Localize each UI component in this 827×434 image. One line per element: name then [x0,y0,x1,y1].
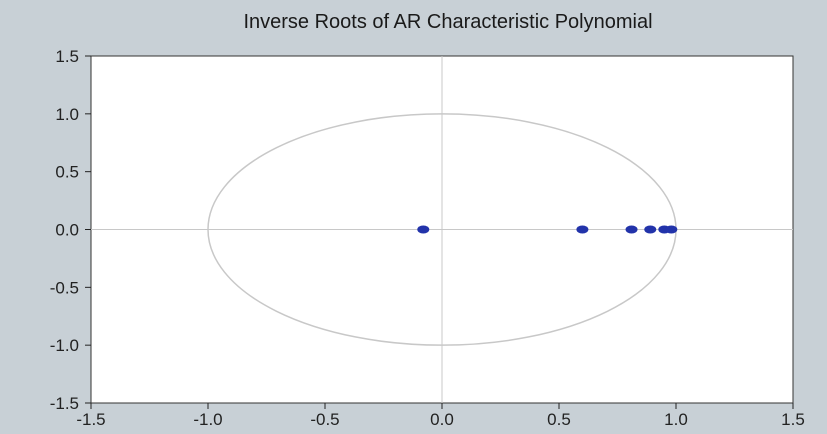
x-tick-label-1: -1.0 [193,410,222,429]
y-tick-label-6: -1.5 [50,394,79,413]
root-point-3 [644,225,657,234]
x-tick-label-5: 1.0 [664,410,688,429]
root-point-5 [665,225,678,234]
y-tick-label-2: 0.5 [55,163,79,182]
root-point-1 [576,225,589,234]
axis-layer: -1.5 -1.0 -0.5 0.0 0.5 1.0 1.5 1.5 1.0 0.5 0.0 -0.5… [50,47,805,429]
y-tick-label-3: 0.0 [55,221,79,240]
x-tick-label-4: 0.5 [547,410,571,429]
x-tick-label-6: 1.5 [781,410,805,429]
root-point-0 [417,225,430,234]
x-tick-label-3: 0.0 [430,410,454,429]
x-tick-label-0: -1.5 [76,410,105,429]
root-point-2 [625,225,638,234]
marks-layer [417,225,678,234]
x-tick-label-2: -0.5 [310,410,339,429]
chart-title: Inverse Roots of AR Characteristic Polyn… [243,11,652,33]
y-tick-label-0: 1.5 [55,47,79,66]
y-tick-label-1: 1.0 [55,105,79,124]
y-tick-label-4: -0.5 [50,278,79,297]
y-tick-label-5: -1.0 [50,336,79,355]
